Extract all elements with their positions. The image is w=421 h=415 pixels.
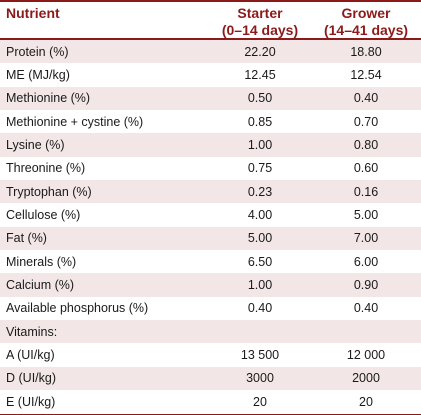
grower-cell: 0.90 [353, 278, 379, 293]
header-grower-period: (14–41 days) [323, 22, 409, 38]
starter-cell: 1.00 [247, 138, 273, 153]
nutrient-cell: E (UI/kg) [6, 394, 56, 409]
grower-cell: 18.80 [350, 44, 382, 59]
table-row: E (UI/kg) 20 20 [0, 390, 421, 413]
grower-cell: 0.40 [353, 91, 379, 106]
header-nutrient: Nutrient [6, 5, 60, 21]
nutrient-cell: Cellulose (%) [6, 208, 81, 223]
starter-cell: 0.50 [247, 91, 273, 106]
grower-cell: 0.70 [353, 114, 379, 129]
nutrient-cell: Fat (%) [6, 231, 47, 246]
grower-cell: 0.40 [353, 301, 379, 316]
starter-cell: 13 500 [240, 348, 280, 363]
table-row: Fat (%) 5.00 7.00 [0, 226, 421, 251]
grower-cell: 6.00 [353, 254, 379, 269]
table-header: Nutrient Starter (0–14 days) Grower (14–… [0, 2, 421, 40]
nutrient-cell: Protein (%) [6, 44, 69, 59]
header-starter-period: (0–14 days) [221, 22, 299, 38]
grower-cell: 12 000 [346, 348, 386, 363]
header-starter-title: Starter [237, 5, 283, 21]
table-row: Lysine (%) 1.00 0.80 [0, 133, 421, 157]
grower-cell: 5.00 [353, 208, 379, 223]
starter-cell: 12.45 [244, 68, 276, 83]
nutrient-cell: Methionine + cystine (%) [6, 114, 144, 129]
table-row: Methionine + cystine (%) 0.85 0.70 [0, 110, 421, 133]
header-grower: Grower (14–41 days) [316, 5, 416, 39]
table-row: Available phosphorus (%) 0.40 0.40 [0, 297, 421, 320]
starter-cell: 20 [253, 394, 267, 409]
starter-cell: 0.23 [247, 184, 273, 199]
nutrient-cell: A (UI/kg) [6, 348, 55, 363]
starter-cell: 5.00 [247, 231, 273, 246]
starter-cell: 1.00 [247, 278, 273, 293]
grower-cell: 7.00 [353, 231, 379, 246]
nutrient-cell: Vitamins: [6, 324, 58, 339]
table-row: Protein (%) 22.20 18.80 [0, 40, 421, 64]
grower-cell: 0.16 [353, 184, 379, 199]
nutrient-cell: Calcium (%) [6, 278, 75, 293]
table-row: A (UI/kg) 13 500 12 000 [0, 343, 421, 366]
starter-cell: 22.20 [244, 44, 276, 59]
grower-cell: 0.80 [353, 138, 379, 153]
nutrient-cell: D (UI/kg) [6, 371, 56, 386]
grower-cell: 0.60 [353, 161, 379, 176]
table-row: Vitamins: [0, 320, 421, 344]
nutrient-cell: Lysine (%) [6, 138, 65, 153]
table-row: Cellulose (%) 4.00 5.00 [0, 203, 421, 226]
table-body: Protein (%) 22.20 18.80 ME (MJ/kg) 12.45 12.5… [0, 40, 421, 414]
starter-cell: 3000 [246, 371, 274, 386]
starter-cell: 0.40 [247, 301, 273, 316]
table-row: Threonine (%) 0.75 0.60 [0, 157, 421, 180]
starter-cell: 0.75 [247, 161, 273, 176]
nutrient-cell: Threonine (%) [6, 161, 86, 176]
nutrient-cell: Available phosphorus (%) [6, 301, 149, 316]
table-row: D (UI/kg) 3000 2000 [0, 366, 421, 391]
header-starter: Starter (0–14 days) [215, 5, 305, 39]
table-row: Minerals (%) 6.50 6.00 [0, 250, 421, 273]
grower-cell: 20 [359, 394, 373, 409]
nutrient-cell: Minerals (%) [6, 254, 77, 269]
table-row: Calcium (%) 1.00 0.90 [0, 273, 421, 297]
table-bottom-rule [0, 413, 421, 415]
nutrient-cell: Tryptophan (%) [6, 184, 92, 199]
starter-cell: 0.85 [247, 114, 273, 129]
grower-cell: 2000 [352, 371, 380, 386]
nutrient-cell: ME (MJ/kg) [6, 68, 70, 83]
grower-cell: 12.54 [350, 68, 382, 83]
table-row: ME (MJ/kg) 12.45 12.54 [0, 63, 421, 86]
starter-cell: 4.00 [247, 208, 273, 223]
nutrient-cell: Methionine (%) [6, 91, 91, 106]
starter-cell: 6.50 [247, 254, 273, 269]
table-row: Tryptophan (%) 0.23 0.16 [0, 180, 421, 204]
table-row: Methionine (%) 0.50 0.40 [0, 86, 421, 111]
header-grower-title: Grower [341, 5, 391, 21]
